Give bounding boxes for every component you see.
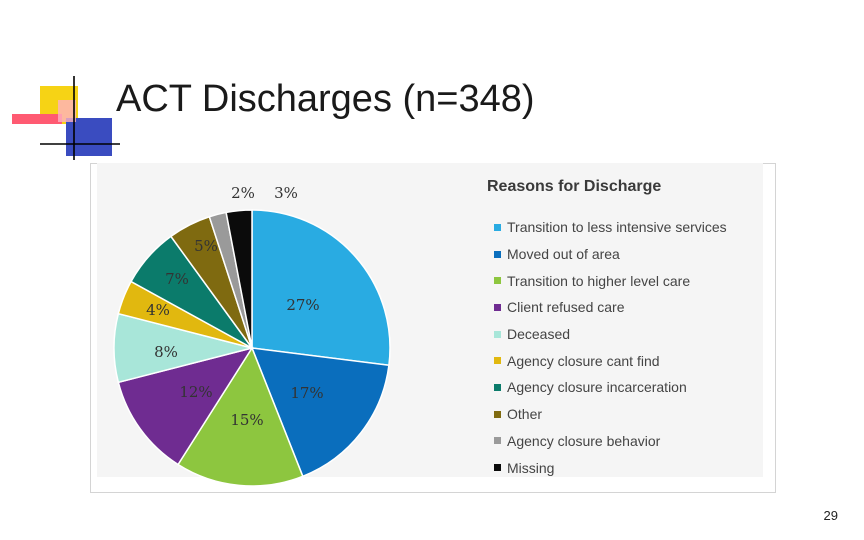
data-label-7: 7%	[165, 270, 189, 288]
data-label-6: 4%	[146, 301, 170, 319]
legend-label: Moved out of area	[507, 246, 620, 263]
legend-swatch	[494, 464, 501, 472]
data-label-1: 27%	[286, 296, 319, 314]
legend-label: Missing	[507, 459, 555, 476]
data-label-5: 8%	[154, 343, 178, 361]
legend-item: Agency closure incarceration	[494, 374, 727, 401]
pie-slice-2	[250, 347, 390, 478]
data-label-10: 3%	[274, 184, 298, 202]
pie-slice-1	[251, 209, 391, 367]
legend-item: Missing	[494, 454, 727, 481]
legend-label: Deceased	[507, 326, 571, 343]
pie-slice-10	[225, 209, 253, 349]
legend-label: Transition to less intensive services	[507, 219, 727, 236]
legend-label: Agency closure cant find	[507, 352, 660, 369]
data-label-9: 2%	[231, 184, 255, 202]
legend-label: Other	[507, 406, 543, 423]
legend-label: Client refused care	[507, 299, 625, 316]
legend-swatch	[494, 410, 501, 418]
chart-title: Reasons for Discharge	[487, 178, 662, 195]
legend-swatch	[494, 303, 501, 311]
legend-swatch	[494, 277, 501, 285]
legend-swatch	[494, 383, 501, 391]
data-label-3: 15%	[230, 411, 263, 429]
chart-legend: Transition to less intensive services Mov…	[494, 214, 727, 481]
legend-item: Agency closure behavior	[494, 428, 727, 455]
legend-item: Deceased	[494, 321, 727, 348]
legend-item: Moved out of area	[494, 241, 727, 268]
data-label-2: 17%	[290, 384, 323, 402]
page-number: 29	[823, 508, 838, 523]
legend-item: Agency closure cant find	[494, 347, 727, 374]
data-label-8: 5%	[194, 237, 218, 255]
legend-label: Transition to higher level care	[507, 272, 691, 289]
legend-swatch	[494, 357, 501, 365]
legend-label: Agency closure incarceration	[507, 379, 687, 396]
pie-slice-4	[117, 346, 254, 466]
legend-swatch	[494, 250, 501, 258]
data-label-4: 12%	[179, 383, 212, 401]
legend-label: Agency closure behavior	[507, 432, 661, 449]
legend-swatch	[494, 437, 501, 445]
legend-item: Transition to less intensive services	[494, 214, 727, 241]
legend-item: Client refused care	[494, 294, 727, 321]
legend-item: Other	[494, 401, 727, 428]
legend-swatch	[494, 330, 501, 338]
legend-item: Transition to higher level care	[494, 267, 727, 294]
legend-swatch	[494, 223, 501, 231]
slide-title: ACT Discharges (n=348)	[116, 78, 535, 120]
pie-slice-3	[177, 346, 304, 487]
slide-corner-decoration	[12, 76, 120, 160]
